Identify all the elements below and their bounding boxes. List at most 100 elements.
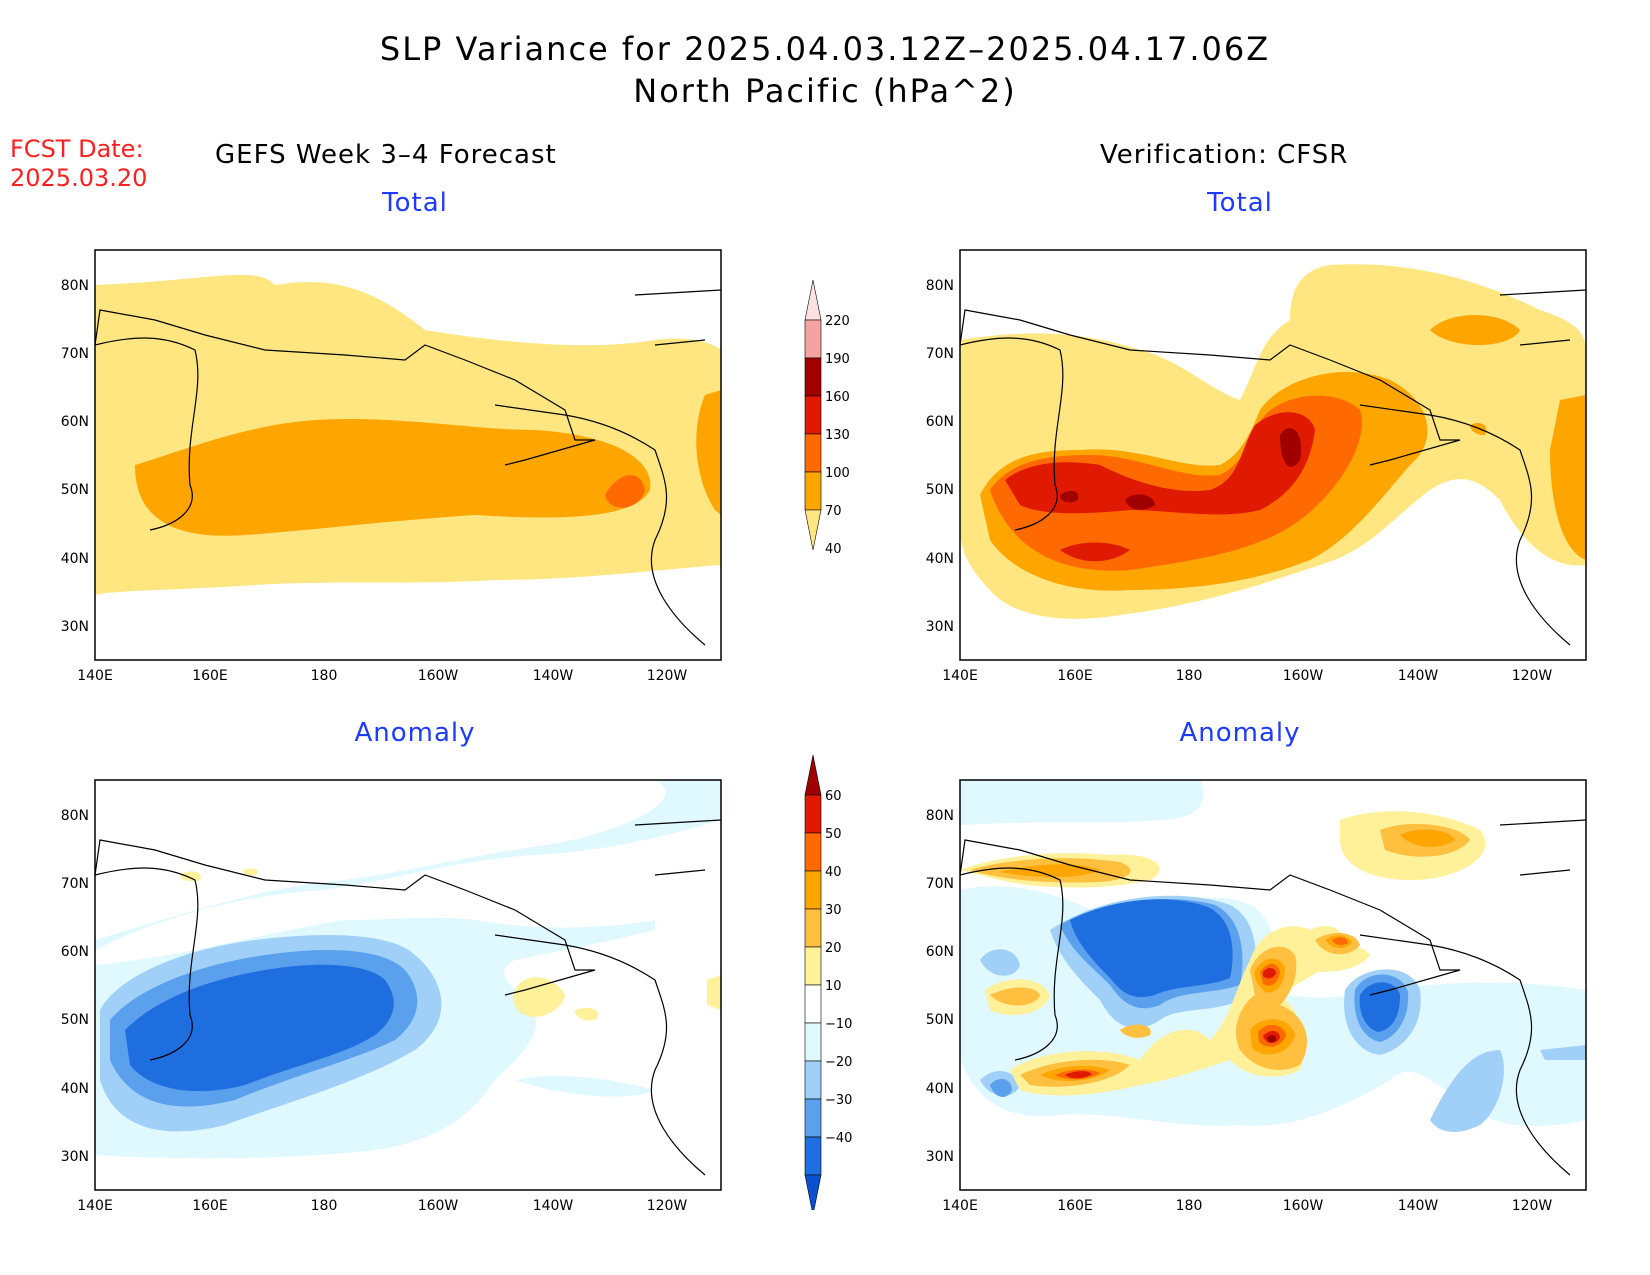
colorbar-anomaly-top-triangle (804, 755, 822, 796)
map-frame-gefs-anomaly (94, 779, 722, 1191)
lat-label: 80N (926, 278, 954, 294)
lat-label: 70N (61, 876, 89, 892)
lon-axis-cfsr-total: 140E 160E 180 160W 140W 120W (942, 668, 1552, 684)
lon-label: 160W (1283, 1198, 1324, 1214)
colorbar-anomaly-segment (804, 832, 822, 872)
lon-label: 120W (647, 668, 688, 684)
colorbar-total-tick-label: 100 (825, 466, 850, 481)
colorbar-anomaly-tick-label: 60 (825, 789, 842, 804)
colorbar-total-segment (804, 471, 822, 511)
map-frame-gefs-total (94, 249, 722, 661)
colorbar-total-tick-label: 130 (825, 428, 850, 443)
lon-label: 180 (311, 1198, 338, 1214)
colorbar-anomaly-tick-label: 10 (825, 979, 842, 994)
figure-title-line2: North Pacific (hPa^2) (633, 72, 1017, 110)
lat-label: 40N (926, 551, 954, 567)
colorbar-anomaly-segment (804, 794, 822, 834)
lat-label: 60N (926, 414, 954, 430)
lon-label: 140E (942, 668, 978, 684)
panel-title-gefs-anomaly: Anomaly (354, 718, 476, 748)
coastlines-cfsr-anomaly (960, 819, 1586, 1176)
colorbar-anomaly-tick-label: −10 (825, 1017, 852, 1032)
shading-cfsr-total (960, 264, 1586, 619)
lat-label: 30N (926, 1149, 954, 1165)
lon-label: 160W (418, 668, 459, 684)
panel-title-cfsr-total: Total (1207, 188, 1273, 218)
colorbar-total-tick-label: 40 (825, 542, 842, 557)
lat-label: 40N (61, 551, 89, 567)
colorbar-anomaly-segment (804, 1136, 822, 1176)
coastlines-cfsr-total (960, 289, 1586, 646)
column-title-left: GEFS Week 3–4 Forecast (215, 140, 557, 170)
lat-label: 30N (926, 619, 954, 635)
colorbar-total-tick-label: 220 (825, 314, 850, 329)
lat-label: 60N (926, 944, 954, 960)
colorbar-anomaly-tick-label: −30 (825, 1093, 852, 1108)
colorbar-total-segment (804, 395, 822, 435)
lon-label: 140E (942, 1198, 978, 1214)
column-title-right: Verification: CFSR (1100, 140, 1349, 170)
colorbar-total-top-triangle (804, 280, 822, 321)
colorbar-anomaly-tick-label: 20 (825, 941, 842, 956)
colorbar-anomaly-segment (804, 1098, 822, 1138)
lon-label: 120W (1512, 668, 1553, 684)
lat-axis-gefs-anomaly: 80N 70N 60N 50N 40N 30N (61, 808, 89, 1165)
colorbar-total-tick-label: 160 (825, 390, 850, 405)
lon-axis-cfsr-anomaly: 140E 160E 180 160W 140W 120W (942, 1198, 1552, 1214)
colorbar-anomaly-segment (804, 984, 822, 1024)
lon-label: 180 (1176, 1198, 1203, 1214)
lat-label: 70N (926, 346, 954, 362)
colorbar-total-tick-label: 70 (825, 504, 842, 519)
lat-label: 60N (61, 944, 89, 960)
lon-label: 120W (1512, 1198, 1553, 1214)
lon-label: 160E (1057, 668, 1093, 684)
colorbar-total-segment (804, 319, 822, 359)
lat-label: 70N (926, 876, 954, 892)
fcst-date-label: FCST Date: (10, 135, 144, 163)
lon-label: 140W (1398, 668, 1439, 684)
lat-label: 50N (61, 482, 89, 498)
map-panel-cfsr-total: 140E 160E 180 160W 140W 120W 80N 70N 60N… (926, 249, 1587, 684)
colorbar-total: 220 190 160 130 100 70 40 (804, 280, 850, 557)
lon-label: 180 (1176, 668, 1203, 684)
colorbar-anomaly: 60 50 40 30 20 10 −10 −20 −30 −40 (804, 755, 852, 1210)
colorbar-anomaly-tick-label: −20 (825, 1055, 852, 1070)
lon-label: 140W (533, 1198, 574, 1214)
lat-label: 50N (61, 1012, 89, 1028)
fcst-date-value: 2025.03.20 (10, 164, 148, 192)
panel-title-gefs-total: Total (382, 188, 448, 218)
lat-label: 50N (926, 1012, 954, 1028)
shading-cfsr-anomaly (960, 780, 1586, 1132)
colorbar-total-segment (804, 357, 822, 397)
lat-label: 50N (926, 482, 954, 498)
colorbar-anomaly-segment (804, 1060, 822, 1100)
lat-axis-cfsr-anomaly: 80N 70N 60N 50N 40N 30N (926, 808, 954, 1165)
lon-label: 180 (311, 668, 338, 684)
colorbar-anomaly-segment (804, 1022, 822, 1062)
lat-axis-gefs-total: 80N 70N 60N 50N 40N 30N (61, 278, 89, 635)
map-panel-gefs-total: 140E 160E 180 160W 140W 120W 80N 70N 60N… (61, 249, 722, 684)
coastlines-gefs-total (95, 289, 721, 646)
panel-title-cfsr-anomaly: Anomaly (1179, 718, 1301, 748)
colorbar-anomaly-bottom-triangle (804, 1174, 822, 1210)
colorbar-anomaly-segment (804, 870, 822, 910)
map-frame-cfsr-anomaly (959, 779, 1587, 1191)
lon-label: 140W (533, 668, 574, 684)
map-frame-cfsr-total (959, 249, 1587, 661)
lon-label: 160W (1283, 668, 1324, 684)
shading-gefs-total (95, 274, 721, 595)
colorbar-total-segment (804, 433, 822, 473)
fcst-date-block: FCST Date: 2025.03.20 (10, 135, 147, 193)
lat-label: 30N (61, 1149, 89, 1165)
colorbar-anomaly-segment (804, 908, 822, 948)
colorbar-total-bottom-triangle (804, 509, 822, 551)
shading-gefs-anomaly (95, 780, 721, 1159)
figure-title-line1: SLP Variance for 2025.04.03.12Z–2025.04.… (379, 30, 1271, 68)
lon-label: 160E (192, 668, 228, 684)
coastlines-gefs-anomaly (95, 819, 721, 1176)
colorbar-anomaly-tick-label: −40 (825, 1131, 852, 1146)
lon-label: 120W (647, 1198, 688, 1214)
lat-label: 40N (61, 1081, 89, 1097)
lat-label: 30N (61, 619, 89, 635)
map-panel-cfsr-anomaly: 140E 160E 180 160W 140W 120W 80N 70N 60N… (926, 779, 1587, 1214)
